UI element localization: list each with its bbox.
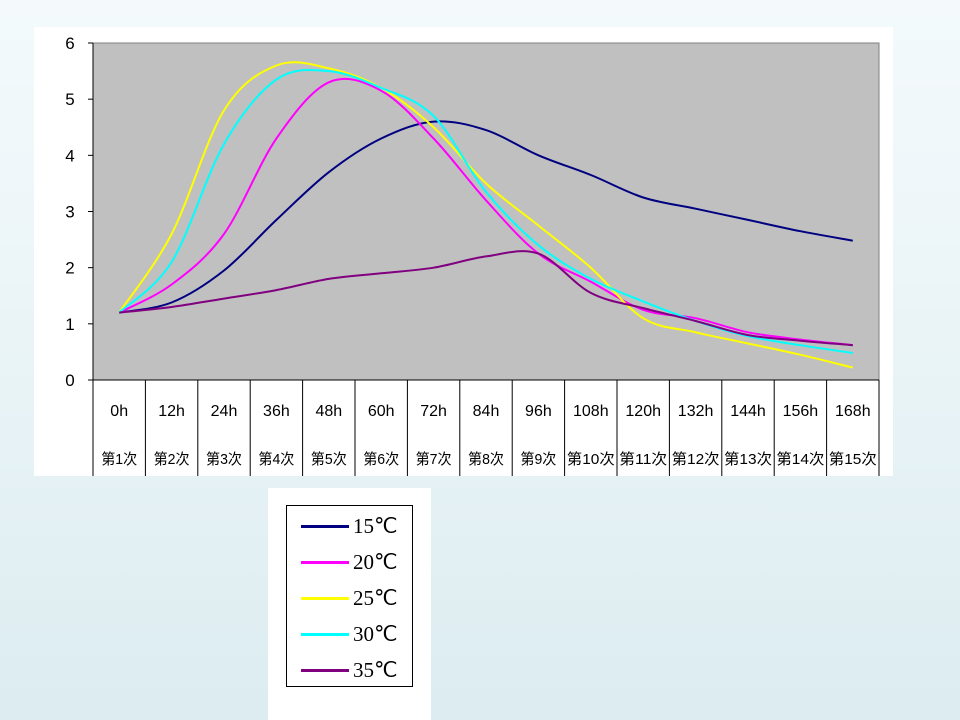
series-line-2 (118, 77, 853, 347)
x-tick-label: 108h (573, 403, 609, 420)
x-sub-tick-label: 第11次 (619, 450, 667, 468)
series-line-5 (119, 250, 853, 347)
series-line-3 (118, 61, 854, 369)
x-sub-tick-label: 第13次 (724, 450, 772, 468)
y-tick-label: 6 (65, 34, 74, 53)
legend-swatch (301, 669, 349, 672)
x-tick-label: 0h (110, 403, 128, 420)
x-sub-tick-label: 第7次 (416, 450, 452, 468)
legend-item: 15℃ (287, 512, 412, 540)
y-tick-label: 3 (65, 203, 74, 222)
y-tick-label: 4 (65, 146, 74, 165)
legend-swatch (301, 633, 349, 636)
x-sub-tick-label: 第6次 (363, 450, 399, 468)
x-sub-tick-label: 第15次 (829, 450, 877, 468)
legend-swatch (301, 561, 349, 564)
x-tick-label: 36h (263, 403, 290, 420)
x-sub-tick-label: 第8次 (468, 450, 504, 468)
y-tick-label: 2 (65, 259, 74, 278)
y-tick-label: 1 (65, 315, 74, 334)
x-sub-tick-label: 第5次 (311, 450, 347, 468)
x-tick-label: 84h (473, 403, 500, 420)
x-sub-tick-label: 第4次 (258, 450, 294, 468)
legend-label: 15℃ (353, 514, 398, 538)
x-tick-label: 60h (368, 403, 395, 420)
x-tick-label: 12h (158, 403, 185, 420)
y-tick-label: 5 (65, 90, 74, 109)
legend-label: 35℃ (353, 658, 398, 682)
legend-item: 20℃ (287, 548, 412, 576)
x-tick-label: 156h (783, 403, 819, 420)
x-tick-label: 72h (420, 403, 447, 420)
x-tick-label: 168h (835, 403, 871, 420)
x-sub-tick-label: 第14次 (776, 450, 824, 468)
legend-item: 25℃ (287, 584, 412, 612)
x-sub-tick-label: 第2次 (154, 450, 190, 468)
legend-item: 35℃ (287, 656, 412, 684)
x-tick-label: 132h (678, 403, 714, 420)
x-tick-label: 96h (525, 403, 552, 420)
x-tick-label: 48h (315, 403, 342, 420)
legend-item: 30℃ (287, 620, 412, 648)
x-tick-label: 120h (625, 403, 661, 420)
legend-panel: 15℃ 20℃ 25℃ 30℃ 35℃ (268, 488, 431, 720)
x-tick-label: 24h (211, 403, 238, 420)
chart-panel: 0 1 2 3 4 5 6 0h 12h 24h 36h 48h 60h 72h 84h 96h 108h 120… (34, 27, 893, 476)
legend-label: 20℃ (353, 550, 398, 574)
plot-area (92, 42, 880, 381)
x-sub-tick-label: 第3次 (206, 450, 242, 468)
x-sub-tick-label: 第10次 (567, 450, 615, 468)
legend-label: 30℃ (353, 622, 398, 646)
legend-swatch (301, 525, 349, 528)
x-sub-tick-label: 第1次 (101, 450, 137, 468)
x-sub-tick-label: 第9次 (520, 450, 556, 468)
y-tick-label: 0 (65, 371, 74, 390)
x-tick-label: 144h (730, 403, 766, 420)
x-sub-tick-label: 第12次 (672, 450, 720, 468)
legend: 15℃ 20℃ 25℃ 30℃ 35℃ (286, 505, 413, 687)
series-line-1 (119, 120, 853, 314)
legend-swatch (301, 597, 349, 600)
legend-label: 25℃ (353, 586, 398, 610)
